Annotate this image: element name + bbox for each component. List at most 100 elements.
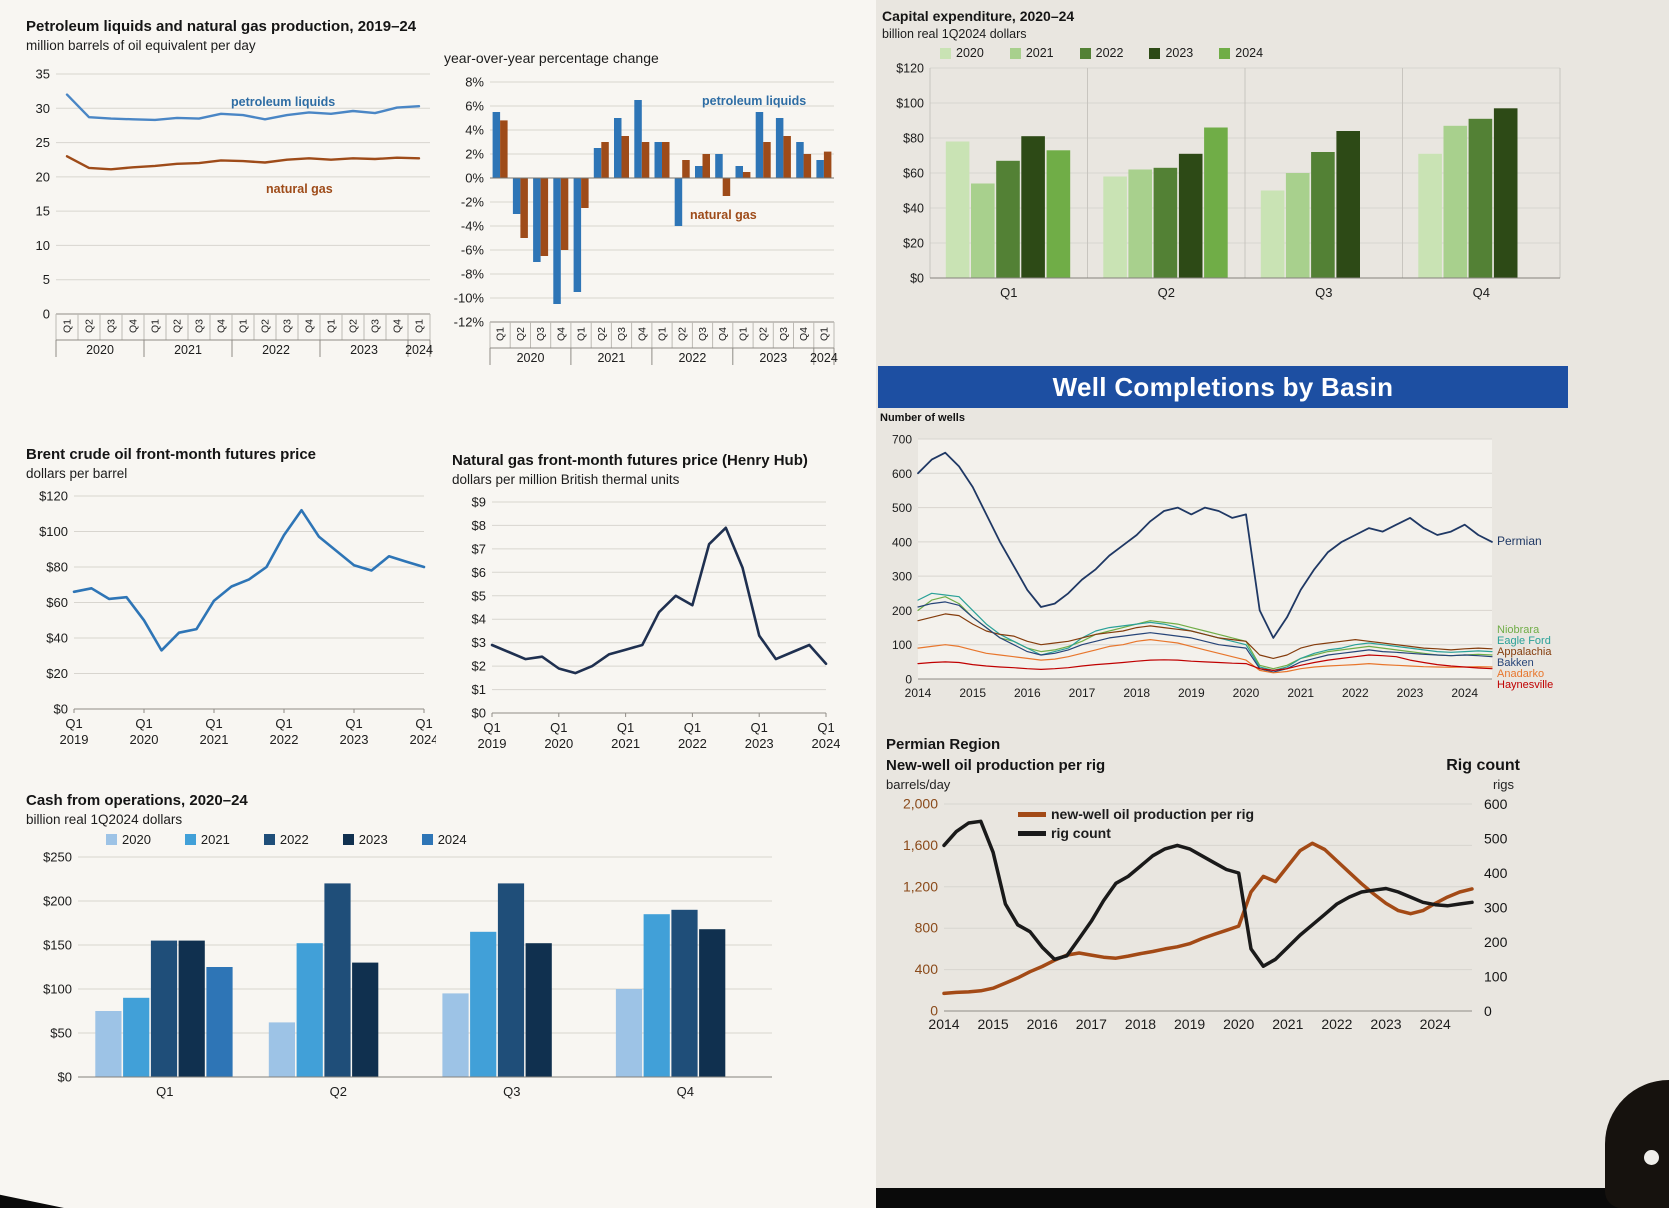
svg-text:Q1: Q1 bbox=[65, 716, 82, 731]
svg-text:2019: 2019 bbox=[60, 732, 89, 747]
svg-text:2014: 2014 bbox=[905, 686, 932, 700]
svg-text:2023: 2023 bbox=[745, 736, 774, 751]
legend-item-2020: 2020 bbox=[106, 832, 151, 847]
svg-text:Q4: Q4 bbox=[1473, 285, 1490, 300]
svg-text:$40: $40 bbox=[903, 202, 924, 216]
svg-text:Q1: Q1 bbox=[657, 327, 669, 341]
svg-text:$250: $250 bbox=[43, 851, 72, 865]
legend-label: 2022 bbox=[279, 832, 309, 847]
svg-text:2023: 2023 bbox=[759, 351, 787, 365]
photo-artifact-dot bbox=[1644, 1150, 1659, 1165]
production-chart-card: Petroleum liquids and natural gas produc… bbox=[26, 18, 440, 403]
svg-text:8%: 8% bbox=[465, 75, 484, 90]
svg-text:2017: 2017 bbox=[1076, 1016, 1107, 1032]
legend-item-rig-count: rig count bbox=[1018, 825, 1111, 841]
svg-text:$2: $2 bbox=[472, 659, 486, 674]
svg-text:Q1: Q1 bbox=[205, 716, 222, 731]
cash-legend: 2020 2021 2022 2023 2024 bbox=[106, 832, 788, 847]
legend-label: 2021 bbox=[200, 832, 230, 847]
svg-text:$80: $80 bbox=[46, 560, 68, 575]
svg-text:200: 200 bbox=[892, 604, 912, 618]
chart-title: Cash from operations, 2020–24 bbox=[26, 792, 248, 809]
legend-item-2024: 2024 bbox=[421, 832, 467, 847]
capex-legend: 2020 2021 2022 2023 2024 bbox=[940, 46, 1582, 60]
legend-item-2021: 2021 bbox=[1009, 46, 1054, 60]
svg-text:Permian: Permian bbox=[1497, 534, 1542, 548]
svg-text:$120: $120 bbox=[39, 489, 68, 504]
banner-title: Well Completions by Basin bbox=[1052, 372, 1394, 402]
svg-text:2024: 2024 bbox=[812, 736, 840, 751]
legend-item-2023: 2023 bbox=[342, 832, 388, 847]
svg-text:2022: 2022 bbox=[262, 343, 290, 357]
svg-text:2019: 2019 bbox=[1178, 686, 1205, 700]
svg-text:2023: 2023 bbox=[1397, 686, 1424, 700]
svg-text:Q3: Q3 bbox=[194, 319, 206, 333]
svg-text:$20: $20 bbox=[46, 666, 68, 681]
svg-text:2014: 2014 bbox=[928, 1016, 959, 1032]
svg-text:Q1: Q1 bbox=[1000, 285, 1017, 300]
svg-text:2022: 2022 bbox=[270, 732, 299, 747]
svg-text:2021: 2021 bbox=[611, 736, 640, 751]
svg-text:Q1: Q1 bbox=[415, 716, 432, 731]
legend-swatch bbox=[1018, 830, 1046, 836]
svg-text:Q1: Q1 bbox=[483, 720, 500, 735]
svg-text:Q3: Q3 bbox=[1315, 285, 1332, 300]
svg-text:$40: $40 bbox=[46, 631, 68, 646]
svg-text:20: 20 bbox=[36, 169, 50, 184]
svg-text:Q1: Q1 bbox=[238, 319, 250, 333]
legend-label: 2023 bbox=[1165, 46, 1194, 60]
svg-text:Eagle Ford: Eagle Ford bbox=[1497, 635, 1551, 647]
svg-text:2024: 2024 bbox=[810, 351, 838, 365]
svg-text:Q2: Q2 bbox=[596, 327, 608, 341]
svg-text:Q4: Q4 bbox=[128, 319, 140, 333]
legend-label: 2020 bbox=[122, 832, 151, 847]
svg-text:25: 25 bbox=[36, 135, 50, 150]
production-line-chart: 0 5 10 15 20 25 30 35 Q1 Q2 Q3 Q4 Q1 Q2 Q3 Q4 Q1 Q2 Q3 Q4 Q1… bbox=[36, 67, 433, 357]
barrels-per-day-axis-label: barrels/day bbox=[886, 777, 951, 792]
cash-from-operations-bar-chart: $0 $50 $100 $150 $200 $250 Q1 Q2 Q3 Q4 bbox=[43, 850, 772, 1099]
legend-item-2022: 2022 bbox=[263, 832, 309, 847]
svg-text:Q2: Q2 bbox=[260, 319, 272, 333]
legend-label: 2024 bbox=[437, 832, 467, 847]
rig-count-axis-title: Rig count bbox=[1446, 757, 1520, 774]
svg-text:600: 600 bbox=[1484, 796, 1508, 812]
svg-text:Q1: Q1 bbox=[576, 327, 588, 341]
svg-text:Q2: Q2 bbox=[758, 327, 770, 341]
svg-text:2021: 2021 bbox=[1272, 1016, 1303, 1032]
svg-text:Q1: Q1 bbox=[345, 716, 362, 731]
svg-text:Q4: Q4 bbox=[798, 327, 810, 341]
svg-text:2020: 2020 bbox=[1233, 686, 1260, 700]
svg-text:Q3: Q3 bbox=[106, 319, 118, 333]
legend-label: rig count bbox=[1051, 825, 1111, 841]
legend-item-2023: 2023 bbox=[1149, 46, 1193, 60]
svg-text:Q1: Q1 bbox=[326, 319, 338, 333]
svg-text:2018: 2018 bbox=[1123, 686, 1150, 700]
svg-text:Q4: Q4 bbox=[304, 319, 316, 333]
svg-text:0: 0 bbox=[43, 307, 50, 322]
legend-swatch bbox=[342, 834, 354, 845]
legend-swatch bbox=[1009, 47, 1021, 59]
permian-region-title: Permian Region bbox=[886, 736, 1001, 753]
svg-text:400: 400 bbox=[1484, 865, 1508, 881]
svg-text:$20: $20 bbox=[903, 237, 924, 251]
svg-text:Anadarko: Anadarko bbox=[1497, 668, 1544, 680]
well-completions-chart-card: Number of wells 0 100 200 300 400 500 600 700 20… bbox=[878, 412, 1578, 710]
svg-text:2015: 2015 bbox=[978, 1016, 1009, 1032]
svg-text:Q1: Q1 bbox=[150, 319, 162, 333]
svg-text:400: 400 bbox=[892, 535, 912, 549]
svg-text:2020: 2020 bbox=[1223, 1016, 1254, 1032]
svg-text:Q2: Q2 bbox=[330, 1084, 347, 1099]
svg-text:5: 5 bbox=[43, 272, 50, 287]
svg-text:Q3: Q3 bbox=[370, 319, 382, 333]
svg-text:$200: $200 bbox=[43, 894, 72, 909]
svg-text:-12%: -12% bbox=[454, 315, 485, 330]
svg-text:Q3: Q3 bbox=[616, 327, 628, 341]
chart-subtitle: dollars per million British thermal unit… bbox=[452, 472, 680, 487]
svg-text:Q1: Q1 bbox=[550, 720, 567, 735]
svg-text:700: 700 bbox=[892, 433, 912, 447]
svg-text:1,200: 1,200 bbox=[903, 878, 938, 894]
svg-text:$80: $80 bbox=[903, 132, 924, 146]
svg-text:$0: $0 bbox=[58, 1070, 72, 1085]
svg-text:-6%: -6% bbox=[461, 243, 485, 258]
svg-text:Q1: Q1 bbox=[751, 720, 768, 735]
